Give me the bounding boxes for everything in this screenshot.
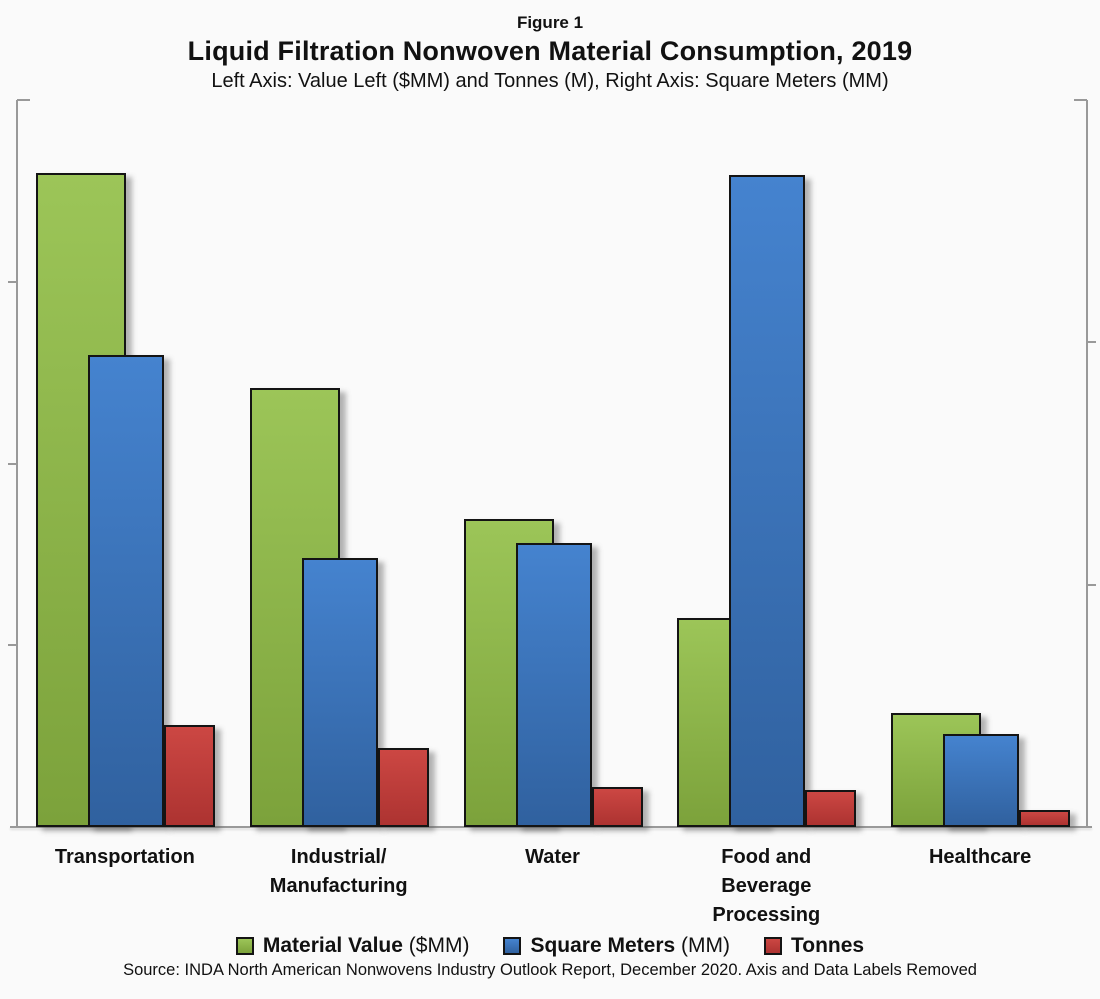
legend-swatch-icon	[764, 937, 782, 955]
page-title: Liquid Filtration Nonwoven Material Cons…	[187, 36, 913, 66]
right-axis-top-cap	[1074, 99, 1087, 101]
category-label-healthcare: Healthcare	[928, 846, 1032, 868]
bar-tonnes-food-and	[805, 790, 856, 827]
legend: Material Value ($MM) Square Meters (MM) To…	[0, 931, 1100, 961]
bar-tonnes-healthcare	[1019, 810, 1070, 827]
right-axis-tick	[1087, 583, 1096, 586]
left-axis-tick	[8, 462, 17, 465]
bar-square-meters-transportation	[88, 355, 164, 827]
legend-swatch-icon	[235, 937, 254, 955]
legend-label: Square Meters (MM)	[530, 934, 730, 957]
bar-tonnes-water	[592, 787, 643, 827]
bar-square-meters-food-and	[729, 175, 805, 827]
bar-square-meters-industrial	[302, 558, 378, 827]
figure-label: Figure 1	[516, 13, 584, 32]
legend-swatch-icon	[503, 937, 522, 955]
legend-item-tonnes: Tonnes	[764, 934, 864, 958]
category-label-industrial: Industrial/ Manufacturing	[269, 846, 408, 897]
category-label-transportation: Transportation	[54, 846, 195, 868]
bar-square-meters-water	[516, 543, 592, 827]
right-axis-line	[1086, 100, 1088, 827]
left-axis-tick	[8, 644, 17, 647]
category-label-food-and: Food and Beverage Processing	[712, 846, 821, 926]
left-axis-top-cap	[17, 99, 30, 101]
category-label-water: Water	[525, 846, 580, 868]
figure-subtitle: Left Axis: Value Left ($MM) and Tonnes (…	[211, 70, 889, 92]
legend-item-material-value: Material Value ($MM)	[235, 934, 470, 958]
legend-item-square-meters: Square Meters (MM)	[503, 934, 730, 958]
bar-square-meters-healthcare	[943, 734, 1019, 827]
bottom-axis-line	[10, 826, 1092, 828]
left-axis-tick	[8, 280, 17, 283]
legend-label: Tonnes	[791, 934, 865, 957]
source-note: Source: INDA North American Nonwovens In…	[123, 961, 977, 979]
left-axis-line	[16, 100, 18, 827]
bar-tonnes-transportation	[164, 725, 215, 827]
bar-tonnes-industrial	[378, 748, 429, 827]
legend-label: Material Value ($MM)	[262, 934, 470, 957]
right-axis-tick	[1087, 341, 1096, 344]
